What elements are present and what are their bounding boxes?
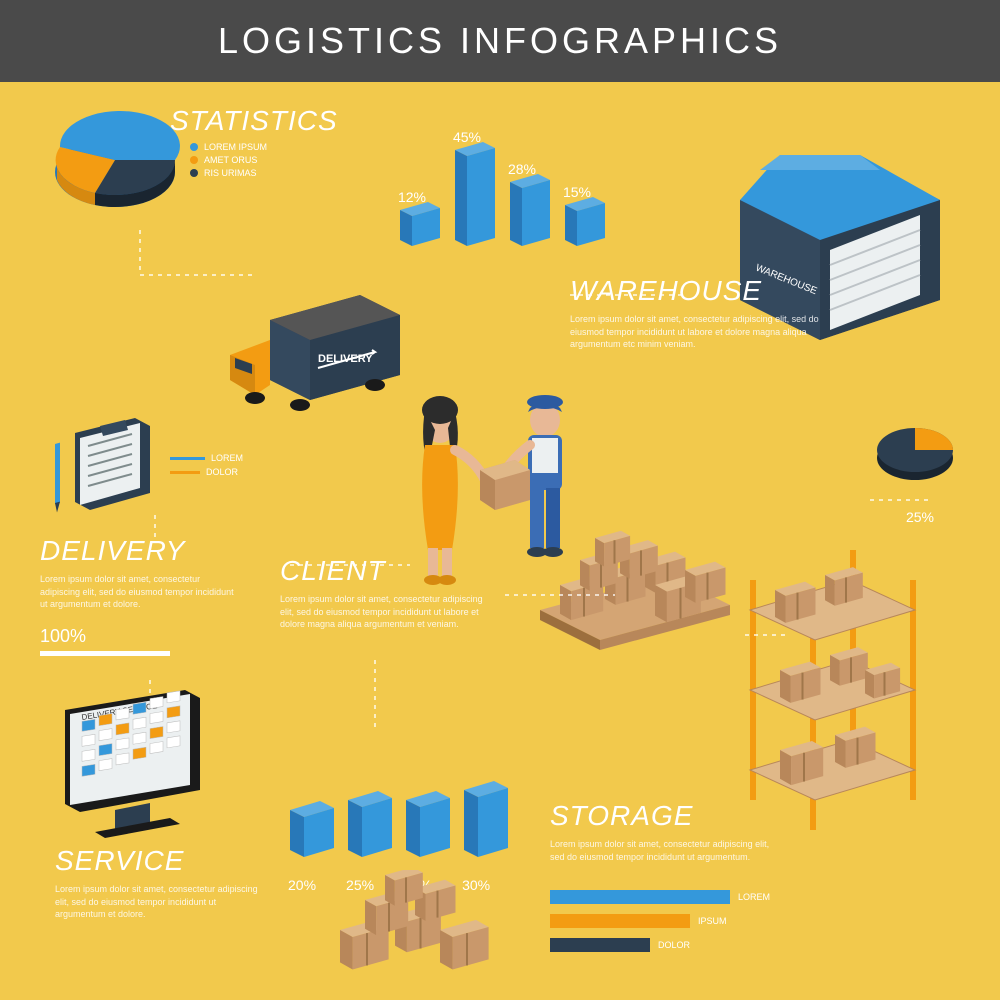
svg-text:12%: 12%: [398, 189, 426, 205]
pallet-boxes: [520, 490, 750, 665]
warehouse-bars: 12% 45% 28% 15%: [380, 100, 640, 265]
warehouse-title: WAREHOUSE: [570, 275, 820, 307]
storage-desc: Lorem ipsum dolor sit amet, consectetur …: [550, 838, 770, 863]
warehouse-desc: Lorem ipsum dolor sit amet, consectetur …: [570, 313, 820, 351]
service-title: SERVICE: [55, 845, 265, 877]
delivery-pct: 100%: [40, 626, 240, 647]
legend-label: RIS URIMAS: [204, 168, 257, 178]
storage-title: STORAGE: [550, 800, 770, 832]
legend-dot-icon: [190, 169, 198, 177]
monitor-icon: DELIVERY SERVICE: [40, 690, 220, 850]
statistics-title: STATISTICS: [170, 105, 338, 137]
service-section: SERVICE Lorem ipsum dolor sit amet, cons…: [55, 845, 265, 921]
clipboard-line: DOLOR: [170, 467, 243, 477]
clipboard-icon: [40, 418, 160, 538]
storage-hbars: LOREMIPSUMDOLOR: [550, 890, 770, 962]
legend-item: AMET ORUS: [190, 155, 267, 165]
page-header: LOGISTICS INFOGRAPHICS: [0, 0, 1000, 82]
client-section: CLIENT Lorem ipsum dolor sit amet, conse…: [280, 555, 490, 631]
side-pie: 25%: [870, 420, 970, 525]
legend-item: LOREM IPSUM: [190, 142, 267, 152]
boxes-stack-icon: [310, 870, 510, 990]
delivery-desc: Lorem ipsum dolor sit amet, consectetur …: [40, 573, 240, 611]
service-desc: Lorem ipsum dolor sit amet, consectetur …: [55, 883, 265, 921]
client-title: CLIENT: [280, 555, 490, 587]
legend-dot-icon: [190, 143, 198, 151]
statistics-legend: LOREM IPSUM AMET ORUS RIS URIMAS: [190, 142, 267, 181]
shelf-icon: [720, 540, 960, 830]
header-title: LOGISTICS INFOGRAPHICS: [218, 20, 782, 61]
legend-dot-icon: [190, 156, 198, 164]
legend-label: AMET ORUS: [204, 155, 257, 165]
line-icon: [170, 471, 200, 474]
warehouse-section: WAREHOUSE Lorem ipsum dolor sit amet, co…: [570, 275, 820, 351]
client-desc: Lorem ipsum dolor sit amet, consectetur …: [280, 593, 490, 631]
svg-text:15%: 15%: [563, 184, 591, 200]
clipboard: LOREM DOLOR: [40, 418, 243, 477]
delivery-title: DELIVERY: [40, 535, 240, 567]
bar-chart-icon: 12% 45% 28% 15%: [380, 100, 640, 260]
bottom-boxes: [310, 870, 510, 995]
service-bars: 20% 25% 25% 30%: [280, 720, 540, 893]
boxes-pallet-icon: [520, 490, 750, 660]
delivery-section: DELIVERY Lorem ipsum dolor sit amet, con…: [40, 535, 240, 656]
monitor: DELIVERY SERVICE: [40, 690, 220, 855]
legend-item: RIS URIMAS: [190, 168, 267, 178]
line-icon: [170, 457, 205, 460]
shelving: [720, 540, 960, 835]
svg-text:45%: 45%: [453, 129, 481, 145]
svg-text:28%: 28%: [508, 161, 536, 177]
storage-section: STORAGE Lorem ipsum dolor sit amet, cons…: [550, 800, 770, 863]
pie-chart-3d-icon: [40, 100, 190, 230]
service-bar-chart-icon: [280, 720, 540, 870]
side-pie-pct: 25%: [870, 509, 970, 525]
clipboard-label: DOLOR: [206, 467, 238, 477]
progress-bar: [40, 651, 170, 656]
clipboard-line: LOREM: [170, 453, 243, 463]
clipboard-legend: LOREM DOLOR: [170, 453, 243, 477]
legend-label: LOREM IPSUM: [204, 142, 267, 152]
clipboard-label: LOREM: [211, 453, 243, 463]
small-pie-icon: [870, 420, 970, 500]
